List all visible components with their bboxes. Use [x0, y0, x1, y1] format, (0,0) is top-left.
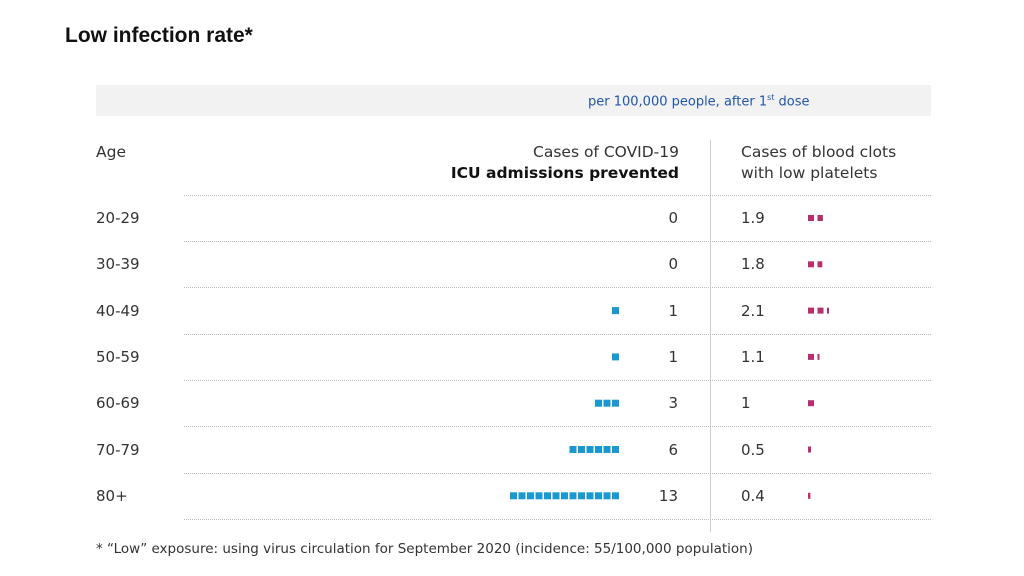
- covid-header: Cases of COVID-19 ICU admissions prevent…: [360, 142, 679, 184]
- covid-case-square: [535, 492, 543, 500]
- age-label: 50-59: [96, 347, 140, 366]
- covid-value-label: 1: [668, 347, 678, 366]
- covid-case-square: [569, 446, 577, 453]
- covid-case-square: [612, 307, 619, 315]
- footnote: * “Low” exposure: using virus circulatio…: [96, 541, 753, 557]
- covid-value-label: 3: [668, 394, 678, 413]
- covid-case-square: [603, 446, 611, 453]
- unit-band: [96, 85, 931, 116]
- covid-case-square: [578, 446, 585, 453]
- row-separator: [184, 195, 931, 196]
- covid-case-square: [612, 446, 619, 453]
- unit-label: per 100,000 people, after 1st dose: [588, 93, 810, 109]
- covid-case-square: [603, 492, 611, 500]
- covid-case-square: [544, 492, 551, 500]
- clot-value-label: 2.1: [741, 301, 765, 320]
- covid-case-square: [603, 399, 611, 407]
- row-separator: [184, 426, 931, 428]
- row-separator: [184, 333, 931, 335]
- covid-case-square: [595, 446, 602, 453]
- covid-case-square: [510, 492, 517, 500]
- column-divider: [710, 140, 711, 532]
- covid-case-square: [595, 399, 602, 407]
- age-label: 40-49: [96, 301, 140, 320]
- clots-header: Cases of blood clots with low platelets: [741, 142, 896, 184]
- covid-case-square: [595, 492, 602, 500]
- clot-case-square: [808, 307, 814, 314]
- covid-case-square: [578, 492, 585, 500]
- covid-value-label: 13: [658, 486, 678, 505]
- age-label: 20-29: [96, 209, 140, 227]
- clot-case-square: [808, 446, 811, 453]
- covid-header-line1: Cases of COVID-19: [533, 143, 679, 161]
- covid-value-label: 1: [668, 301, 678, 320]
- row-separator: [184, 379, 931, 381]
- age-label: 70-79: [96, 440, 140, 459]
- row-separator: [184, 241, 931, 242]
- covid-case-square: [527, 492, 534, 500]
- clot-value-label: 0.5: [741, 440, 765, 459]
- row-separator: [184, 287, 931, 289]
- row-separator: [184, 472, 931, 474]
- unit-label-tail: dose: [774, 94, 810, 110]
- age-label: 80+: [96, 486, 128, 505]
- covid-case-square: [518, 492, 526, 500]
- unit-label-text: per 100,000 people, after 1: [588, 94, 768, 110]
- clots-header-line2: with low platelets: [741, 164, 878, 182]
- chart-title: Low infection rate*: [65, 24, 253, 47]
- unit-label-sup: st: [767, 93, 775, 102]
- covid-header-line2: ICU admissions prevented: [450, 164, 679, 182]
- clot-value-label: 0.4: [741, 486, 765, 505]
- clot-value-label: 1.1: [741, 347, 765, 366]
- covid-case-square: [612, 492, 619, 500]
- age-header: Age: [96, 143, 126, 161]
- clot-value-label: 1.9: [741, 209, 765, 227]
- covid-case-square: [586, 446, 594, 453]
- covid-case-square: [561, 492, 568, 500]
- clot-case-square: [827, 307, 829, 314]
- age-label: 30-39: [96, 255, 140, 274]
- covid-case-square: [569, 492, 577, 500]
- age-label: 60-69: [96, 394, 140, 413]
- clot-case-square: [817, 307, 824, 314]
- covid-case-square: [552, 492, 560, 500]
- clot-case-square: [808, 353, 814, 360]
- covid-value-label: 0: [668, 209, 678, 227]
- clot-case-square: [817, 261, 823, 268]
- clot-value-label: 1.8: [741, 255, 765, 274]
- covid-case-square: [612, 353, 619, 361]
- row-separator: [184, 518, 931, 520]
- covid-case-square: [586, 492, 594, 500]
- clot-case-square: [808, 215, 814, 221]
- covid-value-label: 6: [668, 440, 678, 459]
- covid-case-square: [612, 399, 619, 407]
- covid-value-label: 0: [668, 255, 678, 274]
- clot-case-square: [808, 261, 814, 268]
- clot-case-square: [817, 215, 823, 221]
- clots-header-line1: Cases of blood clots: [741, 143, 897, 161]
- clot-value-label: 1: [741, 394, 751, 413]
- clot-case-square: [808, 492, 811, 499]
- clot-case-square: [808, 400, 814, 407]
- clot-case-square: [817, 353, 820, 360]
